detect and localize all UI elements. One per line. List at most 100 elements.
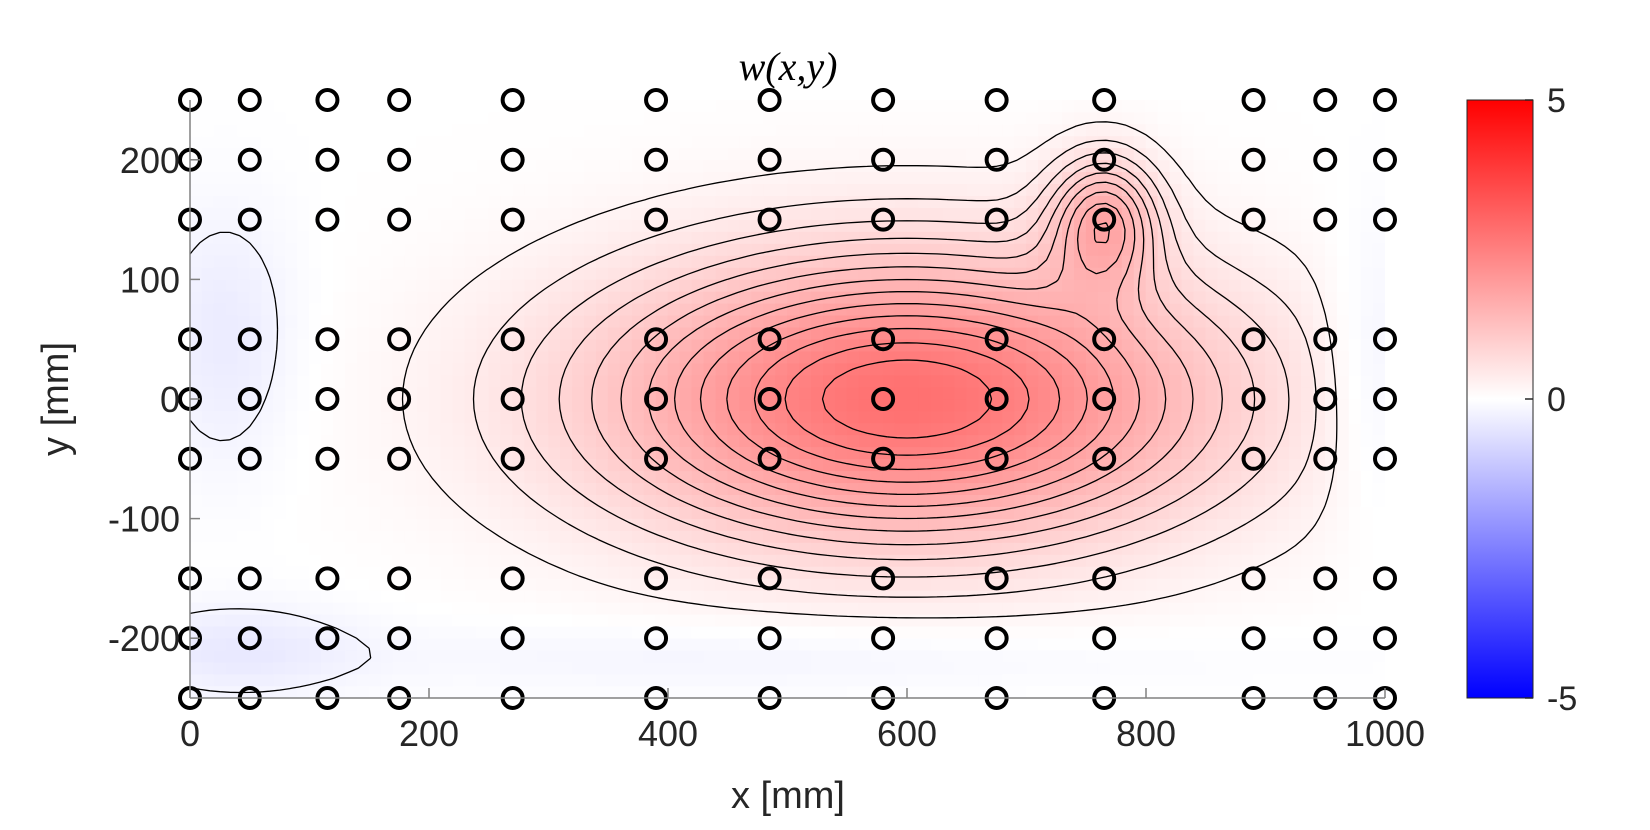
contour-cell xyxy=(273,685,286,698)
contour-cell xyxy=(452,255,466,268)
contour-cell xyxy=(1097,530,1111,543)
contour-cell xyxy=(1301,637,1314,651)
contour-cell xyxy=(488,637,501,651)
contour-cell xyxy=(524,100,537,113)
contour-cell xyxy=(1014,446,1027,460)
contour-cell xyxy=(667,135,681,149)
contour-cell xyxy=(428,338,442,352)
contour-cell xyxy=(1324,554,1338,567)
contour-cell xyxy=(548,326,561,340)
contour-cell xyxy=(631,255,645,268)
contour-cell xyxy=(918,613,932,627)
contour-cell xyxy=(858,231,872,244)
contour-cell xyxy=(1253,195,1266,208)
contour-cell xyxy=(607,219,621,232)
contour-cell xyxy=(631,506,645,519)
contour-cell xyxy=(548,314,561,328)
contour-cell xyxy=(1241,530,1254,543)
contour-cell xyxy=(1181,434,1195,448)
contour-cell xyxy=(596,649,609,663)
contour-cell xyxy=(213,207,227,220)
contour-cell xyxy=(560,195,573,208)
contour-cell xyxy=(201,314,215,328)
contour-cell xyxy=(942,410,956,424)
contour-cell xyxy=(727,685,740,698)
contour-cell xyxy=(1289,219,1302,232)
contour-cell xyxy=(870,111,884,125)
contour-cell xyxy=(536,434,549,448)
contour-cell xyxy=(835,578,848,591)
contour-cell xyxy=(201,267,215,280)
contour-cell xyxy=(1348,613,1362,627)
contour-cell xyxy=(536,506,549,519)
contour-cell xyxy=(237,590,251,603)
contour-cell xyxy=(1265,123,1278,137)
contour-cell xyxy=(285,159,298,173)
contour-cell xyxy=(846,578,860,591)
contour-cell xyxy=(1062,422,1075,436)
contour-cell xyxy=(1062,649,1075,663)
contour-cell xyxy=(858,267,872,280)
contour-cell xyxy=(297,195,310,208)
contour-cell xyxy=(607,374,621,388)
contour-cell xyxy=(811,542,824,555)
contour-cell xyxy=(727,171,740,185)
contour-cell xyxy=(440,494,454,507)
contour-cell xyxy=(1181,159,1195,173)
contour-cell xyxy=(1241,542,1254,555)
contour-cell xyxy=(548,602,561,615)
contour-cell xyxy=(440,446,454,460)
contour-cell xyxy=(1241,673,1254,687)
contour-cell xyxy=(1038,231,1051,244)
contour-cell xyxy=(1217,590,1230,603)
contour-cell xyxy=(727,291,740,304)
contour-cell xyxy=(667,661,681,675)
contour-cell xyxy=(524,159,537,173)
contour-cell xyxy=(643,506,657,519)
contour-cell xyxy=(1014,195,1027,208)
contour-cell xyxy=(1109,350,1123,364)
contour-cell xyxy=(1002,303,1015,316)
contour-cell xyxy=(823,267,836,280)
contour-cell xyxy=(416,422,430,436)
contour-cell xyxy=(763,255,776,268)
contour-cell xyxy=(464,123,478,137)
contour-cell xyxy=(870,649,884,663)
contour-cell xyxy=(357,326,370,340)
contour-cell xyxy=(225,649,239,663)
contour-cell xyxy=(858,386,872,400)
contour-cell xyxy=(954,649,968,663)
contour-cell xyxy=(1336,159,1350,173)
contour-cell xyxy=(739,338,752,352)
contour-cell xyxy=(691,566,705,579)
contour-cell xyxy=(870,482,884,495)
contour-cell xyxy=(1157,159,1171,173)
contour-cell xyxy=(978,314,991,328)
contour-cell xyxy=(715,578,729,591)
contour-cell xyxy=(512,590,525,603)
contour-cell xyxy=(440,410,454,424)
contour-cell xyxy=(703,159,717,173)
contour-cell xyxy=(225,338,239,352)
contour-cell xyxy=(345,303,358,316)
contour-cell xyxy=(512,291,525,304)
contour-cell xyxy=(691,410,705,424)
contour-cell xyxy=(655,494,669,507)
contour-cell xyxy=(249,171,262,185)
contour-cell xyxy=(1133,661,1147,675)
contour-cell xyxy=(1193,518,1207,531)
contour-cell xyxy=(1193,506,1207,519)
contour-cell xyxy=(1301,530,1314,543)
contour-cell xyxy=(1121,374,1135,388)
contour-cell xyxy=(906,231,920,244)
contour-cell xyxy=(966,231,979,244)
contour-cell xyxy=(572,458,585,472)
contour-cell xyxy=(1169,255,1183,268)
contour-cell xyxy=(368,542,382,555)
contour-cell xyxy=(368,279,382,292)
contour-cell xyxy=(190,530,203,543)
contour-cell xyxy=(1157,506,1171,519)
contour-cell xyxy=(321,554,334,567)
contour-cell xyxy=(918,637,932,651)
contour-cell xyxy=(942,578,956,591)
